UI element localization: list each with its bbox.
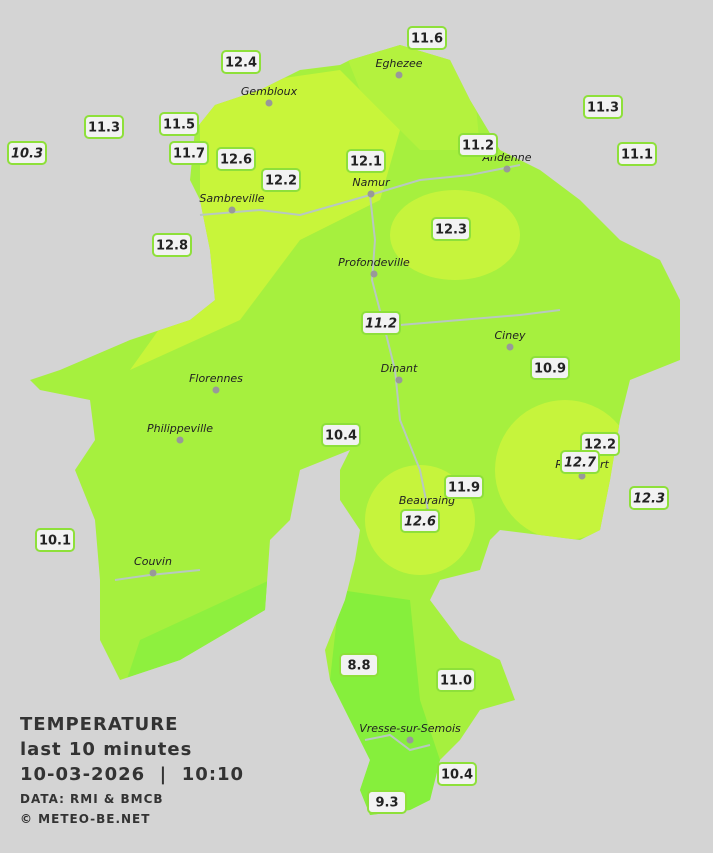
station-value: 10.9 (534, 362, 566, 377)
station-value: 10.3 (11, 147, 43, 162)
station-box (7, 141, 47, 165)
city-dot (176, 436, 184, 444)
legend-period: last 10 minutes (20, 739, 192, 760)
station-value: 11.2 (365, 317, 397, 332)
station-value: 8.8 (347, 659, 370, 674)
city-name: Eghezee (376, 57, 423, 70)
station-value: 12.3 (435, 223, 467, 238)
station-value: 11.2 (462, 139, 494, 154)
station-value: 11.3 (88, 121, 120, 136)
station-value: 11.5 (163, 118, 195, 133)
legend-credit: © METEO-BE.NET (20, 812, 150, 826)
city-name: Couvin (134, 555, 172, 568)
station-box (583, 95, 623, 119)
legend-source: DATA: RMI & BMCB (20, 792, 164, 806)
station-value: 12.8 (156, 239, 188, 254)
city-name: Namur (352, 176, 391, 189)
station-value: 12.1 (350, 155, 382, 170)
station-value: 12.6 (220, 153, 252, 168)
station-value: 11.0 (440, 674, 472, 689)
city-name: Sambreville (199, 192, 264, 205)
station-box (361, 311, 401, 335)
station-box (84, 115, 124, 139)
station-value: 10.4 (441, 768, 473, 783)
legend-datetime: 10-03-2026 | 10:10 (20, 764, 244, 785)
station-box (407, 26, 447, 50)
station-box (321, 423, 361, 447)
city-name: Profondeville (338, 256, 410, 269)
station-box (458, 133, 498, 157)
station-value: 11.1 (621, 148, 653, 163)
station-box (530, 356, 570, 380)
station-box (431, 217, 471, 241)
city-dot (578, 472, 586, 480)
station-value: 12.7 (564, 456, 597, 471)
station-box (35, 528, 75, 552)
station-box (339, 653, 379, 677)
station-box (629, 486, 669, 510)
city-dot (149, 569, 157, 577)
city-name: Ciney (495, 329, 526, 342)
station-box (560, 450, 600, 474)
station-box (400, 509, 440, 533)
city-name: Florennes (189, 372, 243, 385)
station-box (437, 762, 477, 786)
station-box (169, 141, 209, 165)
station-value: 10.4 (325, 429, 357, 444)
station-value: 9.3 (375, 796, 398, 811)
station-box (152, 233, 192, 257)
city-dot (406, 736, 414, 744)
station-value: 10.1 (39, 534, 71, 549)
legend-title: TEMPERATURE (20, 714, 178, 735)
station-box (346, 149, 386, 173)
city-dot (212, 386, 220, 394)
legend: TEMPERATURE last 10 minutes 10-03-2026 |… (20, 714, 244, 826)
city-dot (395, 71, 403, 79)
station-box (221, 50, 261, 74)
city-dot (506, 343, 514, 351)
station-box (159, 112, 199, 136)
station-box (436, 668, 476, 692)
station-value: 12.6 (404, 515, 436, 530)
city-name: Vresse-sur-Semois (359, 722, 461, 735)
city-dot (367, 190, 375, 198)
city-name: Beauraing (399, 494, 455, 507)
station-box (367, 790, 407, 814)
city-dot (395, 376, 403, 384)
city-dot (503, 165, 511, 173)
city-dot (228, 206, 236, 214)
station-box (216, 147, 256, 171)
station-value: 11.9 (448, 481, 480, 496)
city-name: Dinant (381, 362, 418, 375)
city-dot (370, 270, 378, 278)
station-value: 11.7 (173, 147, 205, 162)
station-value: 11.3 (587, 101, 619, 116)
city-dot (265, 99, 273, 107)
city-name: Philippeville (147, 422, 213, 435)
station-value: 11.6 (411, 32, 443, 47)
station-value: 12.4 (225, 56, 257, 71)
station-value: 12.2 (584, 438, 616, 453)
station-value: 12.3 (633, 492, 665, 507)
station-box (261, 168, 301, 192)
station-value: 12.2 (265, 174, 297, 189)
station-box (617, 142, 657, 166)
station-box (444, 475, 484, 499)
city-name: Gembloux (241, 85, 298, 98)
